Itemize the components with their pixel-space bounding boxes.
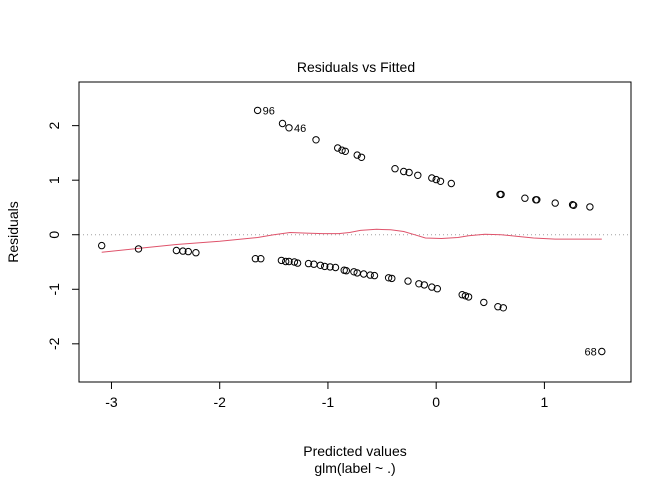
y-tick-label: -1 xyxy=(46,283,62,296)
plot-frame xyxy=(78,81,632,383)
residual-point xyxy=(334,144,342,152)
residual-point xyxy=(414,171,422,180)
point-labels: 96 46 68 xyxy=(263,105,597,358)
residual-point xyxy=(391,165,399,173)
residual-point xyxy=(428,283,436,291)
residual-points xyxy=(98,106,606,356)
y-axis-label: Residuals xyxy=(5,201,21,262)
x-axis-label: Predicted values xyxy=(303,443,407,459)
residual-point xyxy=(497,190,505,199)
residual-point xyxy=(461,292,470,300)
residual-point xyxy=(405,168,413,177)
residual-point xyxy=(338,146,346,154)
y-tick-label: 2 xyxy=(46,122,62,130)
residual-point xyxy=(551,199,559,207)
x-tick-label: 1 xyxy=(541,394,549,410)
residual-point xyxy=(293,259,302,267)
y-tick-label: 1 xyxy=(46,176,62,184)
residual-point xyxy=(428,174,436,182)
residual-point xyxy=(357,153,366,162)
x-tick-label: -1 xyxy=(322,394,335,410)
residual-point xyxy=(420,281,428,289)
residual-point xyxy=(277,256,286,265)
residual-point xyxy=(464,293,473,301)
residual-point xyxy=(98,241,106,250)
point-label: 46 xyxy=(294,123,306,135)
residual-point xyxy=(312,136,320,144)
residual-point xyxy=(366,271,374,279)
residual-point xyxy=(316,261,325,269)
residual-point xyxy=(598,347,606,356)
residual-point xyxy=(290,258,299,266)
residual-point xyxy=(569,201,578,210)
residual-point xyxy=(400,167,408,176)
residual-point xyxy=(304,259,313,268)
x-tick-label: -2 xyxy=(213,394,226,410)
residual-point xyxy=(331,263,340,272)
residual-point xyxy=(447,179,455,188)
residual-point xyxy=(388,274,396,283)
residual-point xyxy=(384,274,393,282)
residual-point xyxy=(433,285,441,293)
residual-point xyxy=(415,280,423,288)
residual-point xyxy=(360,270,368,278)
residual-point xyxy=(278,119,287,128)
residual-point xyxy=(251,255,260,263)
residual-point xyxy=(285,257,293,266)
residual-point xyxy=(436,177,445,186)
x-axis: -3 -2 -1 0 1 xyxy=(105,381,549,410)
residual-point xyxy=(257,255,265,263)
residual-point xyxy=(480,298,488,307)
x-tick-label: 0 xyxy=(432,394,440,410)
residual-point xyxy=(458,291,466,299)
residual-point xyxy=(499,304,507,312)
residual-point xyxy=(285,124,293,132)
residual-point xyxy=(253,106,262,115)
residual-point xyxy=(326,263,334,271)
residual-point xyxy=(432,175,440,184)
residual-point xyxy=(321,262,329,271)
residual-point xyxy=(192,249,200,257)
residual-point xyxy=(494,303,502,311)
smooth-line xyxy=(101,228,602,253)
residual-point xyxy=(370,271,379,280)
residual-point xyxy=(134,245,143,253)
residual-point xyxy=(172,246,181,255)
residual-point xyxy=(586,203,594,211)
y-tick-label: -2 xyxy=(46,337,62,350)
residual-point xyxy=(404,277,412,285)
residual-point xyxy=(184,247,193,256)
residual-point xyxy=(341,147,349,156)
residual-point xyxy=(179,247,187,255)
chart-title: Residuals vs Fitted xyxy=(297,59,415,75)
y-tick-label: 0 xyxy=(46,231,62,239)
x-tick-label: -3 xyxy=(105,394,118,410)
residual-point xyxy=(282,257,290,266)
point-label: 96 xyxy=(263,105,275,117)
residual-point xyxy=(350,268,358,276)
x-axis-sublabel: glm(label ~ .) xyxy=(314,460,395,476)
residual-point xyxy=(533,196,541,204)
residual-point xyxy=(521,194,529,202)
residual-point xyxy=(353,151,361,159)
point-label: 68 xyxy=(585,346,597,358)
y-axis: -2 -1 0 1 2 xyxy=(46,122,80,350)
residual-point xyxy=(342,267,350,275)
